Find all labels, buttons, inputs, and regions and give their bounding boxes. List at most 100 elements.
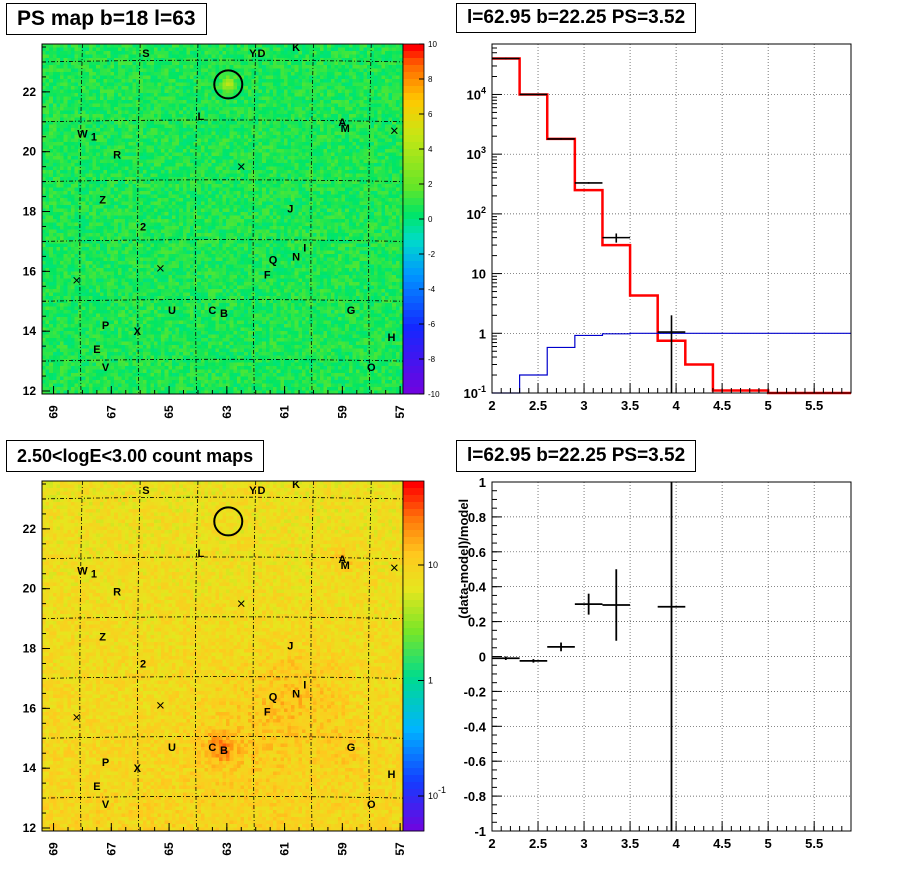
source-label-V: V <box>102 799 110 811</box>
meridian-line <box>194 480 199 832</box>
colorbar-step <box>403 233 424 241</box>
colorbar-step <box>403 712 424 720</box>
y-tick-label: 20 <box>23 145 37 159</box>
colorbar-step <box>403 530 424 538</box>
colorbar-step <box>403 100 424 108</box>
source-label-H: H <box>387 769 395 781</box>
colorbar-step <box>403 719 424 727</box>
colorbar-tick-label: 4 <box>428 145 433 154</box>
data-point-5 <box>657 315 686 393</box>
x-tick-label: 61 <box>278 842 292 856</box>
x-tick-label: 69 <box>47 842 61 856</box>
residual-point-2 <box>547 642 575 652</box>
y-tick-label: -0.6 <box>464 754 486 769</box>
background-curve <box>492 332 851 394</box>
colorbar-step <box>403 205 424 213</box>
x-tick-label: 63 <box>220 405 234 419</box>
colorbar-step <box>403 635 424 643</box>
colorbar-step <box>403 607 424 615</box>
colorbar-step <box>403 79 424 87</box>
data-point-3 <box>574 182 603 184</box>
x-tick-label: 3 <box>580 398 587 413</box>
x-tick-label: 57 <box>393 842 407 856</box>
colorbar-step <box>403 163 424 171</box>
meridian-line <box>194 43 199 395</box>
colorbar-step <box>403 642 424 650</box>
colorbar-step <box>403 380 424 388</box>
source-label-Z: Z <box>99 632 106 644</box>
y-tick-label: 0.6 <box>468 545 486 560</box>
meridian-line <box>368 43 372 395</box>
colorbar-step <box>403 142 424 150</box>
source-label-B: B <box>220 745 228 757</box>
colorbar-step <box>403 170 424 178</box>
spectrum-panel: 2 2.5 3 3.5 4 4.5 5 5.5 10-1 1 10 102 103 104 <box>464 43 852 413</box>
colorbar-tick-label: 10 <box>428 40 437 49</box>
colorbar-step <box>403 135 424 143</box>
data-point-2 <box>547 138 575 140</box>
colorbar-step <box>403 226 424 234</box>
source-label-D: D <box>258 48 266 60</box>
colorbar-step <box>403 156 424 164</box>
data-point-1 <box>519 93 548 96</box>
colorbar-step <box>403 240 424 248</box>
colorbar-step <box>403 726 424 734</box>
colorbar-step <box>403 747 424 755</box>
source-label-1: 1 <box>91 132 97 144</box>
source-label-O: O <box>367 799 376 811</box>
colorbar-step <box>403 282 424 290</box>
source-label-L: L <box>197 548 204 560</box>
y-tick-label: 12 <box>23 384 37 398</box>
colorbar-step <box>403 65 424 73</box>
colorbar-step <box>403 565 424 573</box>
colorbar-step <box>403 184 424 192</box>
colorbar-step <box>403 93 424 101</box>
y-tick-label: 14 <box>23 324 37 338</box>
x-tick-label: 4 <box>672 398 680 413</box>
source-label-I: I <box>303 679 306 691</box>
colorbar-step <box>403 614 424 622</box>
source-label-N: N <box>292 688 300 700</box>
parallel-line <box>41 795 404 799</box>
y-tick-label: 16 <box>23 701 37 715</box>
x-tick-label: 5 <box>765 398 772 413</box>
colorbar-step <box>403 551 424 559</box>
parallel-line <box>41 299 404 302</box>
colorbar-step <box>403 114 424 122</box>
colorbar-tick-label: -8 <box>428 355 436 364</box>
x-tick-label: 3 <box>580 836 587 851</box>
x-tick-label: 2 <box>488 836 495 851</box>
meridian-line <box>368 480 372 832</box>
colorbar-step <box>403 51 424 59</box>
source-label-2: 2 <box>140 658 146 670</box>
source-label-U: U <box>168 305 176 317</box>
colorbar-tick-label: 0 <box>428 215 433 224</box>
y-tick-label: 14 <box>23 761 37 775</box>
y-tick-label: 10 <box>472 267 486 282</box>
colorbar-step <box>403 107 424 115</box>
colorbar-tick-label: 6 <box>428 110 433 119</box>
x-tick-label: 67 <box>104 405 118 419</box>
colorbar-tick-label: 8 <box>428 75 433 84</box>
meridian-line <box>310 480 314 832</box>
colorbar-step <box>403 495 424 503</box>
colorbar-step <box>403 191 424 199</box>
parallel-line <box>41 676 404 679</box>
colorbar-tick-label: -6 <box>428 320 436 329</box>
residual-point-0 <box>492 656 520 660</box>
x-tick-label: 4 <box>672 836 680 851</box>
source-label-D: D <box>258 485 266 497</box>
colorbar-step <box>403 317 424 325</box>
source-label-M: M <box>341 560 350 572</box>
x-tick-label: 4.5 <box>713 836 731 851</box>
source-label-P: P <box>102 757 109 769</box>
x-tick-label: 4.5 <box>713 398 731 413</box>
colorbar-step <box>403 817 424 825</box>
residual-point-4 <box>602 569 631 641</box>
source-label-E: E <box>93 344 100 356</box>
x-tick-label: 3.5 <box>621 398 639 413</box>
colorbar-step <box>403 72 424 80</box>
source-label-J: J <box>287 641 293 653</box>
colorbar-step <box>403 579 424 587</box>
